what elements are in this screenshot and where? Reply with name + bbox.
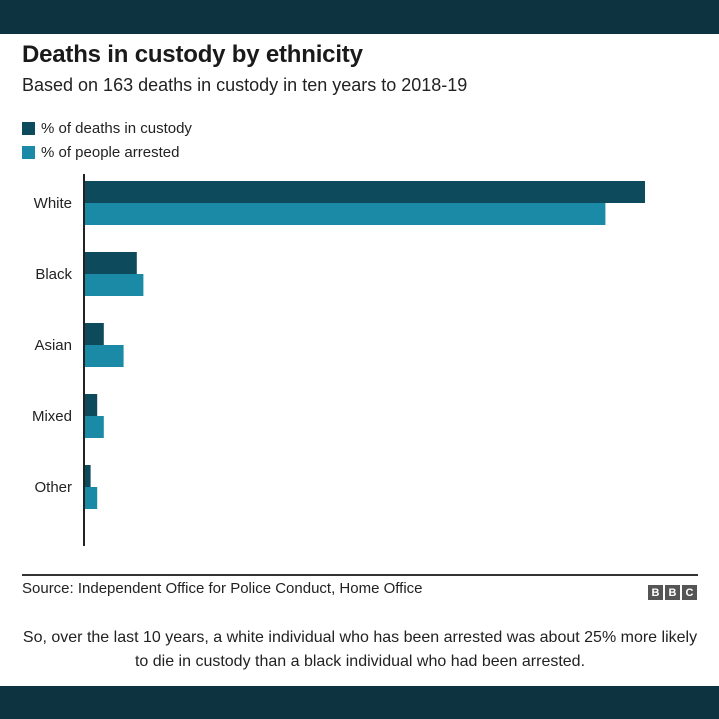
top-frame-bar	[0, 0, 719, 34]
category-label-other: Other	[34, 479, 72, 496]
category-label-black: Black	[35, 266, 72, 283]
chart-subtitle: Based on 163 deaths in custody in ten ye…	[22, 75, 468, 95]
category-label-mixed: Mixed	[32, 408, 72, 425]
legend-swatch-deaths	[22, 121, 35, 135]
legend-label-arrested: % of people arrested	[41, 143, 180, 161]
bar-asian-arrested	[84, 345, 124, 367]
legend-label-deaths: % of deaths in custody	[41, 119, 192, 137]
chart-card: Deaths in custody by ethnicity Based on …	[0, 34, 719, 686]
chart-title: Deaths in custody by ethnicity	[22, 41, 363, 68]
legend: % of deaths in custody % of people arres…	[22, 116, 192, 164]
bar-mixed-deaths	[84, 394, 98, 416]
bar-other-arrested	[84, 487, 98, 509]
bar-black-deaths	[84, 252, 137, 274]
bbc-logo: B B C	[648, 585, 697, 600]
caption-text: So, over the last 10 years, a white indi…	[22, 629, 698, 670]
bbc-logo-letter: C	[682, 585, 697, 600]
divider	[22, 574, 698, 576]
legend-swatch-arrested	[22, 145, 35, 159]
legend-item-arrested: % of people arrested	[22, 140, 192, 164]
bar-other-deaths	[84, 465, 91, 487]
bar-white-arrested	[84, 203, 606, 225]
bar-black-arrested	[84, 274, 144, 296]
bar-white-deaths	[84, 181, 645, 203]
bbc-logo-letter: B	[648, 585, 663, 600]
bbc-logo-letter: B	[665, 585, 680, 600]
bottom-frame-bar	[0, 686, 719, 719]
legend-item-deaths: % of deaths in custody	[22, 116, 192, 140]
bar-mixed-arrested	[84, 416, 104, 438]
category-label-asian: Asian	[34, 337, 72, 354]
category-label-white: White	[34, 195, 72, 212]
bar-asian-deaths	[84, 323, 104, 345]
bar-chart: WhiteBlackAsianMixedOther010203040506070…	[32, 174, 645, 546]
source-text: Source: Independent Office for Police Co…	[22, 580, 423, 597]
